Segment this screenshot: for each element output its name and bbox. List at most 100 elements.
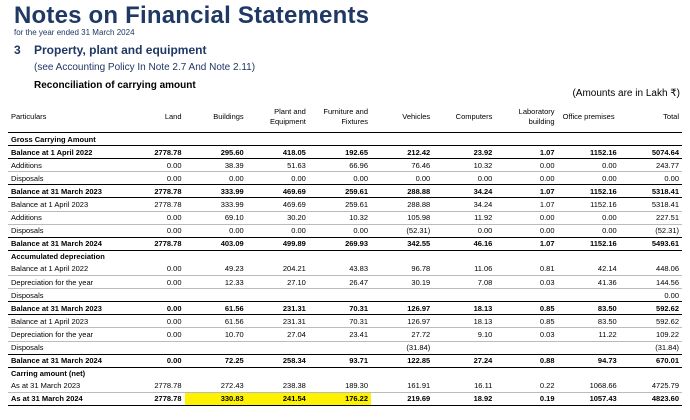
table-cell: 243.77 <box>619 158 682 173</box>
table-cell: 96.78 <box>371 262 434 277</box>
table-cell: 5318.41 <box>619 184 682 199</box>
table-cell: 0.00 <box>495 211 558 225</box>
table-cell: 126.97 <box>371 314 434 329</box>
table-cell: 0.00 <box>557 211 620 225</box>
table-row: Additions 0.00 38.39 51.63 66.96 76.46 10.32 0.… <box>8 158 682 173</box>
table-row: Balance at 31 March 2023 2778.78 333.99 469… <box>8 184 682 199</box>
row-label: Balance at 1 April 2022 <box>8 145 123 160</box>
table-cell: 7.08 <box>433 275 496 290</box>
table-cell: 0.22 <box>495 379 558 393</box>
table-cell: 295.60 <box>184 145 247 160</box>
table-cell: 18.92 <box>433 391 496 406</box>
table-cell: 72.25 <box>184 353 247 368</box>
table-cell: 30.19 <box>371 275 434 290</box>
table-row: Disposals (31.84) (31.84) <box>8 341 682 355</box>
table-cell: 83.50 <box>557 314 620 329</box>
table-cell: 272.43 <box>184 379 247 393</box>
row-label: Balance at 1 April 2022 <box>8 262 123 277</box>
table-cell: 18.13 <box>433 301 496 316</box>
table-cell <box>557 341 620 355</box>
table-cell: 1152.16 <box>557 236 620 251</box>
table-cell: 66.96 <box>308 158 372 173</box>
policy-reference: (see Accounting Policy In Note 2.7 And N… <box>34 62 256 73</box>
table-cell: 1.07 <box>495 197 558 212</box>
table-cell: 592.62 <box>619 314 682 329</box>
row-label: As at 31 March 2024 <box>8 391 123 406</box>
table-cell: 0.85 <box>495 314 558 329</box>
table-row: Depreciation for the year 0.00 12.33 27.10 2… <box>8 275 682 290</box>
table-cell: 61.56 <box>184 314 247 329</box>
table-cell: 38.39 <box>184 158 247 173</box>
table-cell: (52.31) <box>619 224 682 238</box>
table-cell: 27.72 <box>371 327 434 342</box>
row-label: Disposals <box>8 288 123 303</box>
table-cell: 342.55 <box>371 236 434 251</box>
table-cell: 0.00 <box>122 353 185 368</box>
column-header: Furniture and Fixtures <box>308 101 372 133</box>
table-cell <box>433 288 496 303</box>
table-cell: 11.92 <box>433 211 496 225</box>
table-cell <box>246 288 309 303</box>
table-cell <box>433 341 496 355</box>
table-cell: 26.47 <box>308 275 372 290</box>
table-cell: 0.00 <box>495 171 558 186</box>
table-cell: 1.07 <box>495 145 558 160</box>
table-cell: (31.84) <box>619 341 682 355</box>
table-body: Gross Carrying Amount Balance at 1 April … <box>8 133 682 406</box>
table-cell: 27.04 <box>246 327 309 342</box>
row-label: Disposals <box>8 171 123 186</box>
table-cell: 12.33 <box>184 275 247 290</box>
table-cell: 27.10 <box>246 275 309 290</box>
table-cell: 27.24 <box>433 353 496 368</box>
table-cell: 109.22 <box>619 327 682 342</box>
table-cell: 18.13 <box>433 314 496 329</box>
table-cell: 0.00 <box>122 301 185 316</box>
table-cell: 23.41 <box>308 327 372 342</box>
table-cell: 11.22 <box>557 327 620 342</box>
table-cell <box>308 288 372 303</box>
page-title: Notes on Financial Statements <box>14 2 370 29</box>
table-cell: 0.00 <box>122 314 185 329</box>
table-cell: 592.62 <box>619 301 682 316</box>
table-cell: 231.31 <box>246 314 309 329</box>
table-cell <box>308 341 372 355</box>
table-cell: 69.10 <box>184 211 247 225</box>
table-row: Disposals 0.00 0.00 0.00 0.00 0.00 0.00 0.00 0.0… <box>8 171 682 186</box>
table-cell: 333.99 <box>184 197 247 212</box>
table-cell: 176.22 <box>308 391 372 406</box>
table-cell: 0.00 <box>495 158 558 173</box>
table-cell: 0.00 <box>246 224 309 238</box>
table-cell: 499.89 <box>246 236 309 251</box>
section-number: 3 <box>14 43 21 57</box>
table-cell: 2778.78 <box>122 391 185 406</box>
section-title: Property, plant and equipment <box>34 43 207 57</box>
section-heading-row: Gross Carrying Amount <box>8 133 682 146</box>
column-header: Office premises <box>557 101 620 133</box>
section-heading: Gross Carrying Amount <box>11 134 96 144</box>
table-row: As at 31 March 2023 2778.78 272.43 238.38 18… <box>8 379 682 393</box>
column-header: Laboratory building <box>495 101 558 133</box>
row-label: Balance at 1 April 2023 <box>8 314 123 329</box>
table-cell <box>495 288 558 303</box>
table-row: Balance at 31 March 2024 0.00 72.25 258.34 9… <box>8 353 682 368</box>
table-cell: 238.38 <box>246 379 309 393</box>
table-cell: 189.30 <box>308 379 372 393</box>
table-cell: 212.42 <box>371 145 434 160</box>
table-cell: 2778.78 <box>122 197 185 212</box>
table-cell: 0.00 <box>371 171 434 186</box>
page-subtitle: for the year ended 31 March 2024 <box>14 28 135 37</box>
table-cell: 0.00 <box>557 171 620 186</box>
table-cell: 0.00 <box>122 171 185 186</box>
section-heading-row: Carring amount (net) <box>8 367 682 380</box>
table-row: Balance at 1 April 2022 2778.78 295.60 418.… <box>8 145 682 160</box>
table-cell: 42.14 <box>557 262 620 277</box>
ppe-reconciliation-table: Particulars Land Buildings Plant and Equ… <box>8 101 682 406</box>
table-cell: 0.00 <box>619 288 682 303</box>
table-cell: 126.97 <box>371 301 434 316</box>
table-cell: 0.00 <box>122 262 185 277</box>
table-cell: 1.07 <box>495 236 558 251</box>
table-cell: 5074.64 <box>619 145 682 160</box>
table-cell: 330.83 <box>184 391 247 406</box>
table-row: As at 31 March 2024 2778.78 330.83 241.54 17… <box>8 391 682 406</box>
table-row: Disposals 0.00 <box>8 288 682 303</box>
